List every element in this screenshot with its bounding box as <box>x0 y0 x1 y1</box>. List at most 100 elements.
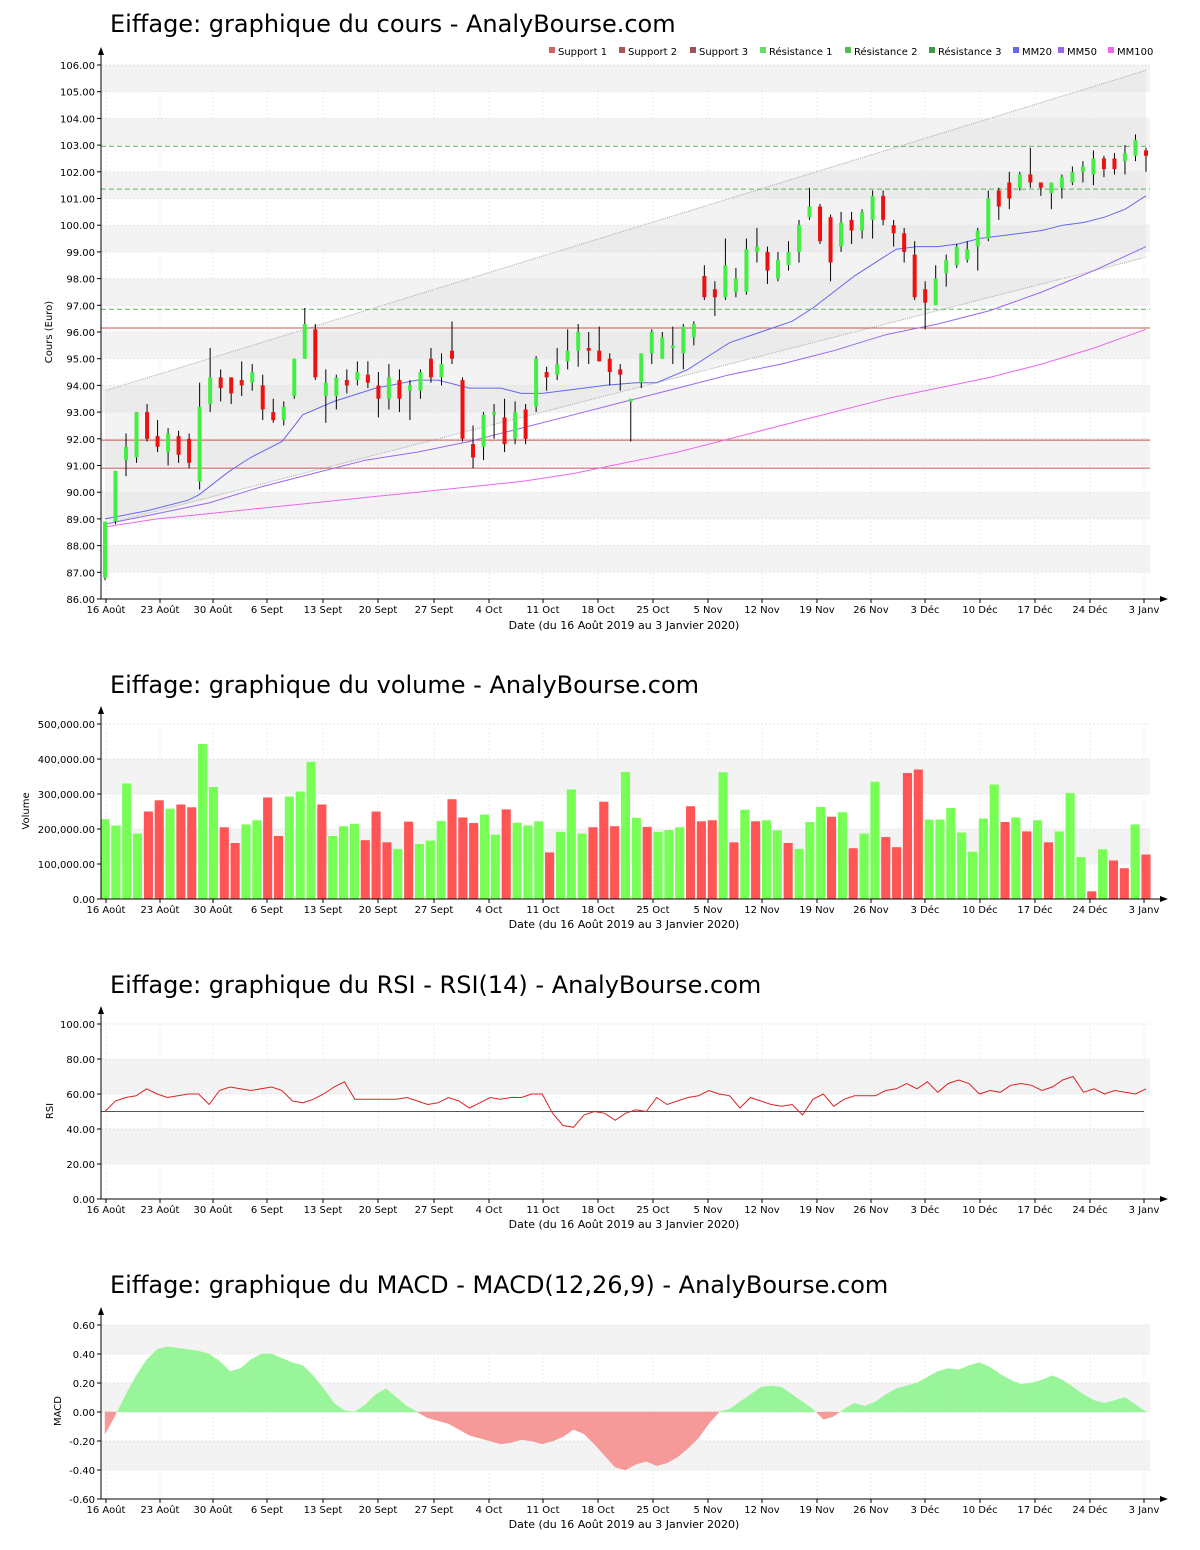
candle-body <box>786 251 791 266</box>
candle-body <box>103 521 107 578</box>
candle-body <box>344 380 349 386</box>
volume-xtick-label: 3 Déc <box>911 904 940 916</box>
volume-bar <box>349 823 359 899</box>
volume-bar <box>1033 820 1043 899</box>
volume-bar <box>360 840 370 899</box>
candle-body <box>197 406 202 482</box>
volume-bar <box>826 816 837 899</box>
candle-body <box>891 225 896 234</box>
volume-bar <box>1087 891 1097 899</box>
price-band <box>101 545 1150 573</box>
volume-xtick-label: 4 Oct <box>476 905 503 916</box>
macd-positive-area <box>719 1408 730 1413</box>
macd-axes: -0.60 -0.40 -0.20 0.00 0.20 0.40 0.60 16 Août 23… <box>69 1307 1168 1516</box>
volume-bar <box>1141 854 1151 899</box>
rsi-ytick-label: 80.00 <box>66 1055 95 1066</box>
candle-body <box>166 433 171 453</box>
macd-xtick-label: 10 Déc <box>962 1504 997 1516</box>
macd-positive-area <box>219 1360 231 1413</box>
volume-chart-title: Eiffage: graphique du volume - AnalyBour… <box>110 671 700 699</box>
macd-chart-title: Eiffage: graphique du MACD - MACD(12,26,… <box>110 1271 889 1299</box>
macd-positive-area <box>1135 1404 1147 1413</box>
price-ytick-label: 90.00 <box>66 488 95 499</box>
macd-positive-area <box>739 1394 751 1413</box>
macd-positive-area <box>979 1362 991 1413</box>
candle-body <box>502 417 507 445</box>
macd-positive-area <box>906 1382 918 1413</box>
candle-body <box>975 230 980 247</box>
macd-negative-area <box>521 1411 533 1442</box>
volume-ytick-label: 200,000.00 <box>38 825 95 836</box>
rsi-xtick-label: 19 Nov <box>799 1205 835 1216</box>
volume-bar <box>339 826 349 899</box>
volume-bar <box>1119 868 1129 899</box>
macd-negative-area <box>687 1411 699 1449</box>
candle-body <box>660 337 665 359</box>
volume-bar <box>273 836 284 899</box>
price-ytick-label: 92.00 <box>66 435 95 446</box>
macd-negative-area <box>666 1411 678 1464</box>
macd-xtick-label: 13 Sept <box>304 1505 343 1516</box>
macd-xtick-label: 25 Oct <box>636 1505 669 1516</box>
volume-xtick-label: 5 Nov <box>693 905 722 916</box>
macd-gridlines <box>101 1324 1150 1500</box>
rsi-xtick-label: 18 Oct <box>581 1205 614 1216</box>
volume-bar <box>924 819 934 899</box>
candle-body <box>807 206 812 218</box>
candle-body <box>649 332 654 354</box>
legend-label: Support 2 <box>628 47 677 58</box>
candle-body <box>996 190 1001 207</box>
macd-xtick-label: 6 Sept <box>251 1505 283 1516</box>
candle-body <box>860 211 865 231</box>
price-xtick-label: 25 Oct <box>636 605 669 616</box>
volume-bar <box>870 781 880 899</box>
rsi-gridlines <box>101 1023 1150 1200</box>
volume-ytick-label: 0.00 <box>73 895 95 906</box>
price-xtick-label: 17 Déc <box>1017 604 1052 616</box>
rsi-ytick-label: 60.00 <box>66 1090 95 1101</box>
price-ytick-label: 103.00 <box>60 141 95 152</box>
price-x-axis-label: Date (du 16 Août 2019 au 3 Janvier 2020) <box>509 619 740 632</box>
macd-negative-area <box>594 1411 605 1457</box>
macd-positive-area <box>406 1405 419 1413</box>
macd-positive-area <box>895 1385 907 1413</box>
candle-body <box>544 372 549 378</box>
volume-bar <box>100 819 110 899</box>
volume-bar <box>512 822 522 899</box>
price-ytick-label: 88.00 <box>66 542 95 553</box>
legend-swatch <box>549 47 555 53</box>
legend-label: MM20 <box>1022 47 1052 58</box>
macd-positive-area <box>198 1350 210 1413</box>
price-chart: Support 1 Support 2 Support 3 Résistance 1 R… <box>44 46 1168 632</box>
macd-xtick-label: 3 Déc <box>911 1504 940 1516</box>
macd-positive-area <box>312 1375 324 1413</box>
volume-bar <box>1065 792 1075 899</box>
volume-bar <box>187 807 197 899</box>
macd-plot-background <box>101 1325 1150 1470</box>
legend-swatch <box>619 47 625 53</box>
volume-bar <box>588 827 598 899</box>
price-xtick-label: 30 Août <box>194 604 233 616</box>
macd-band <box>101 1325 1150 1354</box>
candle-body <box>902 233 907 252</box>
price-band <box>101 385 1150 413</box>
volume-bar <box>534 821 544 899</box>
volume-bar <box>675 827 685 899</box>
volume-bar <box>501 809 511 899</box>
volume-bar <box>371 811 381 899</box>
macd-negative-area <box>646 1411 657 1467</box>
candle-body <box>597 350 602 362</box>
volume-bar <box>143 811 153 899</box>
candle-body <box>828 217 833 263</box>
candle-body <box>954 246 959 266</box>
macd-negative-area <box>833 1412 840 1417</box>
macd-positive-area <box>1041 1375 1053 1413</box>
macd-negative-area <box>625 1411 637 1471</box>
price-xtick-label: 11 Oct <box>526 605 559 616</box>
macd-negative-area <box>815 1412 824 1420</box>
price-xtick-label: 26 Nov <box>853 605 889 616</box>
volume-bar <box>1000 822 1010 899</box>
price-xtick-label: 23 Août <box>141 604 180 616</box>
macd-negative-area <box>823 1411 834 1420</box>
candle-body <box>492 412 497 415</box>
